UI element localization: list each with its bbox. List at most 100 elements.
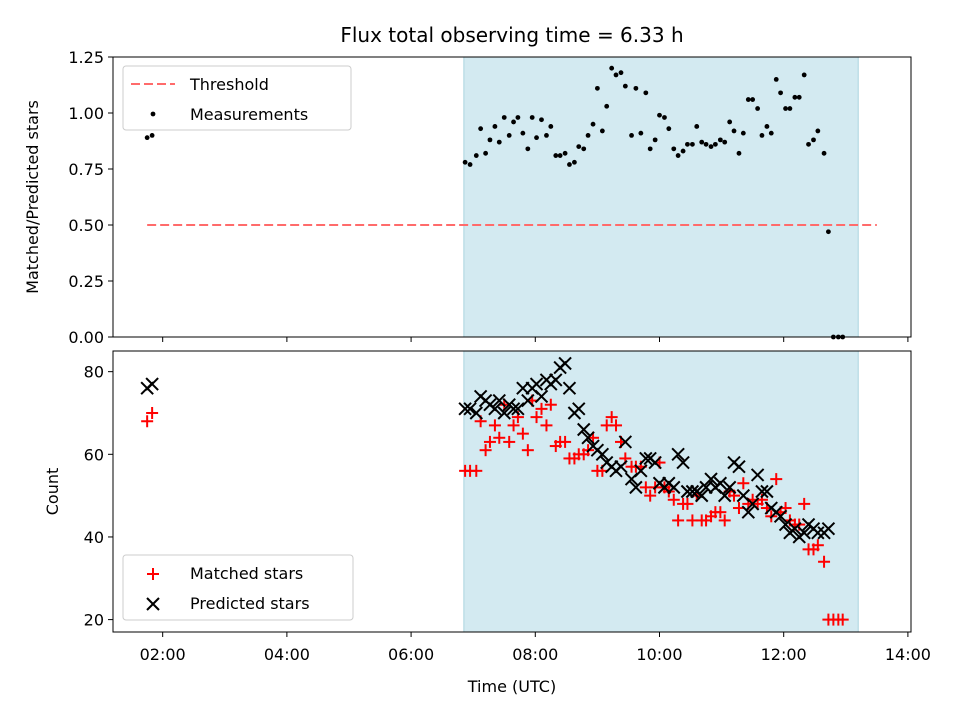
measurement-point [773, 77, 779, 82]
predicted-star-stroke [717, 488, 732, 503]
predicted-star-point [558, 356, 572, 371]
count-x-ticks: 02:00 04:00 06:00 08:00 10:00 12:00 14:00 [140, 632, 931, 664]
matched-star-point [836, 613, 849, 626]
matched-stars-legend-swatch [147, 568, 159, 580]
matched-star-point [483, 435, 496, 448]
x-tick-label: 08:00 [512, 645, 558, 664]
measurement-point [520, 130, 526, 136]
matched-star-point [798, 497, 811, 510]
predicted-star-point [750, 468, 765, 482]
predicted-star-point [755, 484, 769, 499]
predicted-stars-legend-swatch [146, 597, 160, 611]
matched-star-point [530, 411, 543, 424]
measurement-point [149, 133, 155, 138]
predicted-star-stroke [667, 480, 681, 495]
predicted-star-stroke [629, 480, 643, 495]
predicted-star-stroke [488, 402, 502, 416]
x-tick-label: 06:00 [388, 645, 434, 664]
predicted-star-stroke [511, 402, 525, 416]
predicted-star-point [788, 521, 802, 536]
predicted-stars-legend-label: Predicted stars [190, 594, 310, 613]
predicted-star-point [463, 402, 477, 416]
x-tick-label: 10:00 [636, 645, 682, 664]
predicted-star-point [549, 373, 563, 387]
predicted-star-point [572, 402, 586, 416]
y-tick-label: 1.00 [68, 104, 104, 123]
predicted-star-point [511, 402, 525, 416]
y-tick-label: 0.25 [68, 272, 104, 291]
predicted-star-point [773, 509, 788, 524]
matched-star-point [544, 398, 557, 411]
predicted-star-stroke [745, 497, 760, 511]
predicted-star-point [811, 526, 825, 540]
measurement-point [492, 124, 498, 129]
predicted-star-stroke [506, 402, 521, 416]
matched-star-point [610, 419, 623, 432]
predicted-star-stroke [595, 447, 610, 462]
x-tick-label: 02:00 [140, 645, 186, 664]
measurement-point [750, 97, 756, 102]
predicted-star-point [667, 480, 681, 495]
matched-star-point [672, 514, 685, 527]
matched-star-point [811, 539, 824, 552]
measurement-point [690, 141, 695, 147]
measurement-point [496, 139, 502, 145]
predicted-star-stroke [713, 476, 728, 490]
measurement-point [629, 133, 634, 138]
predicted-star-point [529, 377, 544, 391]
ratio-panel: 0.00 0.25 0.50 0.75 1.00 1.25 Matched/Predict… [23, 48, 912, 347]
measurement-point [783, 106, 788, 111]
measurement-point [594, 85, 600, 91]
measurement-point [680, 148, 686, 154]
matched-star-point [479, 444, 492, 457]
predicted-star-stroke [736, 488, 751, 503]
measurement-point [548, 124, 554, 129]
measurement-point [643, 90, 649, 96]
predicted-star-stroke [549, 373, 563, 387]
predicted-star-point [492, 393, 506, 408]
predicted-star-stroke [755, 484, 769, 499]
predicted-star-point [778, 517, 793, 532]
predicted-star-stroke [558, 356, 572, 371]
predicted-star-point [488, 402, 502, 416]
predicted-star-point [595, 447, 610, 462]
predicted-star-point [469, 406, 483, 420]
measurement-point [501, 115, 507, 120]
predicted-star-stroke [492, 393, 506, 408]
measurement-point [590, 121, 596, 127]
count-axes-frame [112, 350, 912, 633]
measurement-point [613, 72, 619, 78]
measurement-point [764, 124, 770, 129]
measurement-point [694, 124, 700, 129]
measurement-point [759, 133, 765, 138]
measurement-point [778, 90, 783, 96]
predicted-star-point [732, 459, 746, 474]
matched-star-point [559, 435, 572, 448]
measurement-point [633, 85, 639, 91]
measurement-point [467, 162, 473, 167]
predicted-star-stroke [497, 406, 511, 420]
measurement-point [599, 128, 605, 134]
y-tick-label: 0.75 [68, 160, 104, 179]
predicted-star-stroke [581, 431, 595, 445]
predicted-star-point [671, 447, 685, 462]
predicted-star-point [577, 422, 591, 437]
x-tick-label: 14:00 [885, 645, 931, 664]
threshold-legend-label: Threshold [189, 75, 269, 94]
measurement-point [731, 128, 737, 134]
measurement-point [675, 153, 681, 158]
ratio-x-ticks [162, 337, 909, 342]
predicted-star-point [685, 484, 700, 499]
measurement-point [657, 112, 662, 118]
predicted-star-point [797, 526, 811, 540]
predicted-star-point [634, 464, 648, 478]
measurement-point [740, 130, 746, 136]
measurement-point [811, 137, 816, 143]
predicted-star-stroke [634, 464, 648, 478]
measurement-point [567, 162, 572, 167]
y-tick-label: 0.00 [68, 328, 104, 347]
measurement-point [647, 146, 653, 152]
measurement-point [671, 146, 677, 152]
measurement-point [712, 141, 718, 147]
